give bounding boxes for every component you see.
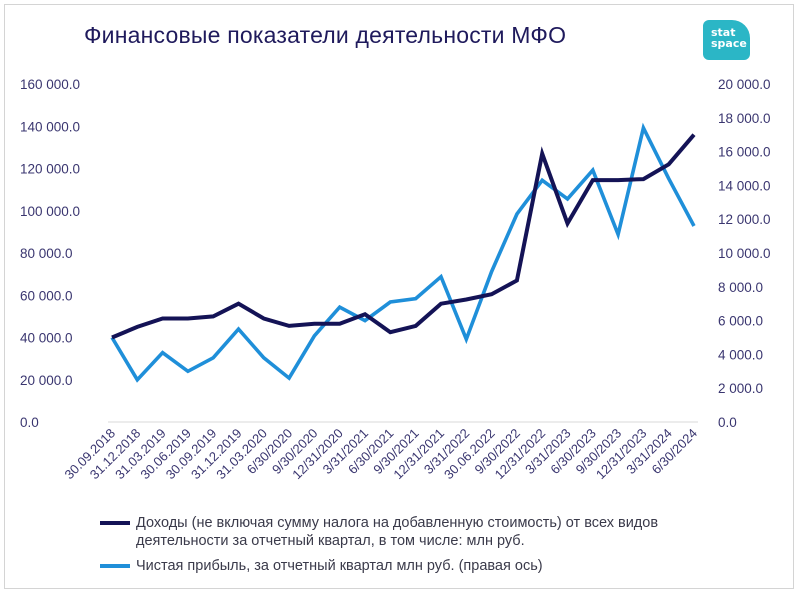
right-tick-label: 2 000.0 — [718, 381, 763, 396]
right-tick-label: 6 000.0 — [718, 314, 763, 329]
logo-line1: stat — [711, 26, 736, 39]
right-tick-label: 14 000.0 — [718, 178, 771, 193]
logo-text: stat space — [711, 27, 747, 49]
left-tick-label: 80 000.0 — [20, 246, 73, 261]
right-tick-label: 18 000.0 — [718, 111, 771, 126]
right-tick-label: 4 000.0 — [718, 347, 763, 362]
left-tick-label: 0.0 — [20, 415, 39, 430]
series-lines — [110, 122, 696, 383]
left-tick-label: 120 000.0 — [20, 162, 80, 177]
chart-frame — [4, 4, 794, 589]
right-tick-label: 16 000.0 — [718, 145, 771, 160]
logo-background — [703, 20, 750, 60]
legend-swatch-series1 — [100, 521, 130, 525]
right-tick-label: 10 000.0 — [718, 246, 771, 261]
x-axis-ticks: 30.09.201831.12.201831.03.201930.06.2019… — [61, 426, 700, 483]
right-tick-label: 8 000.0 — [718, 280, 763, 295]
left-tick-label: 40 000.0 — [20, 331, 73, 346]
left-tick-label: 140 000.0 — [20, 119, 80, 134]
legend-swatch-series2 — [100, 564, 130, 568]
logo-line2: space — [711, 37, 747, 50]
left-axis-ticks: 0.0 20 000.0 40 000.0 60 000.0 80 000.0 100 0… — [20, 77, 80, 430]
left-tick-label: 60 000.0 — [20, 288, 73, 303]
left-tick-label: 100 000.0 — [20, 204, 80, 219]
chart-title: Финансовые показатели деятельности МФО — [84, 22, 567, 48]
statspace-logo: stat space — [703, 20, 750, 60]
right-tick-label: 20 000.0 — [718, 77, 771, 92]
left-tick-label: 20 000.0 — [20, 373, 73, 388]
legend-label-series1: Доходы (не включая сумму налога на добав… — [136, 515, 659, 549]
right-tick-label: 12 000.0 — [718, 212, 771, 227]
left-tick-label: 160 000.0 — [20, 77, 80, 92]
legend-label-series2: Чистая прибыль, за отчетный квартал млн … — [136, 558, 543, 574]
right-tick-label: 0.0 — [718, 415, 737, 430]
series-line-2 — [110, 122, 696, 383]
right-axis-ticks: 0.0 2 000.0 4 000.0 6 000.0 8 000.0 10 000.0 1… — [718, 77, 771, 430]
series-line-1 — [111, 133, 696, 340]
